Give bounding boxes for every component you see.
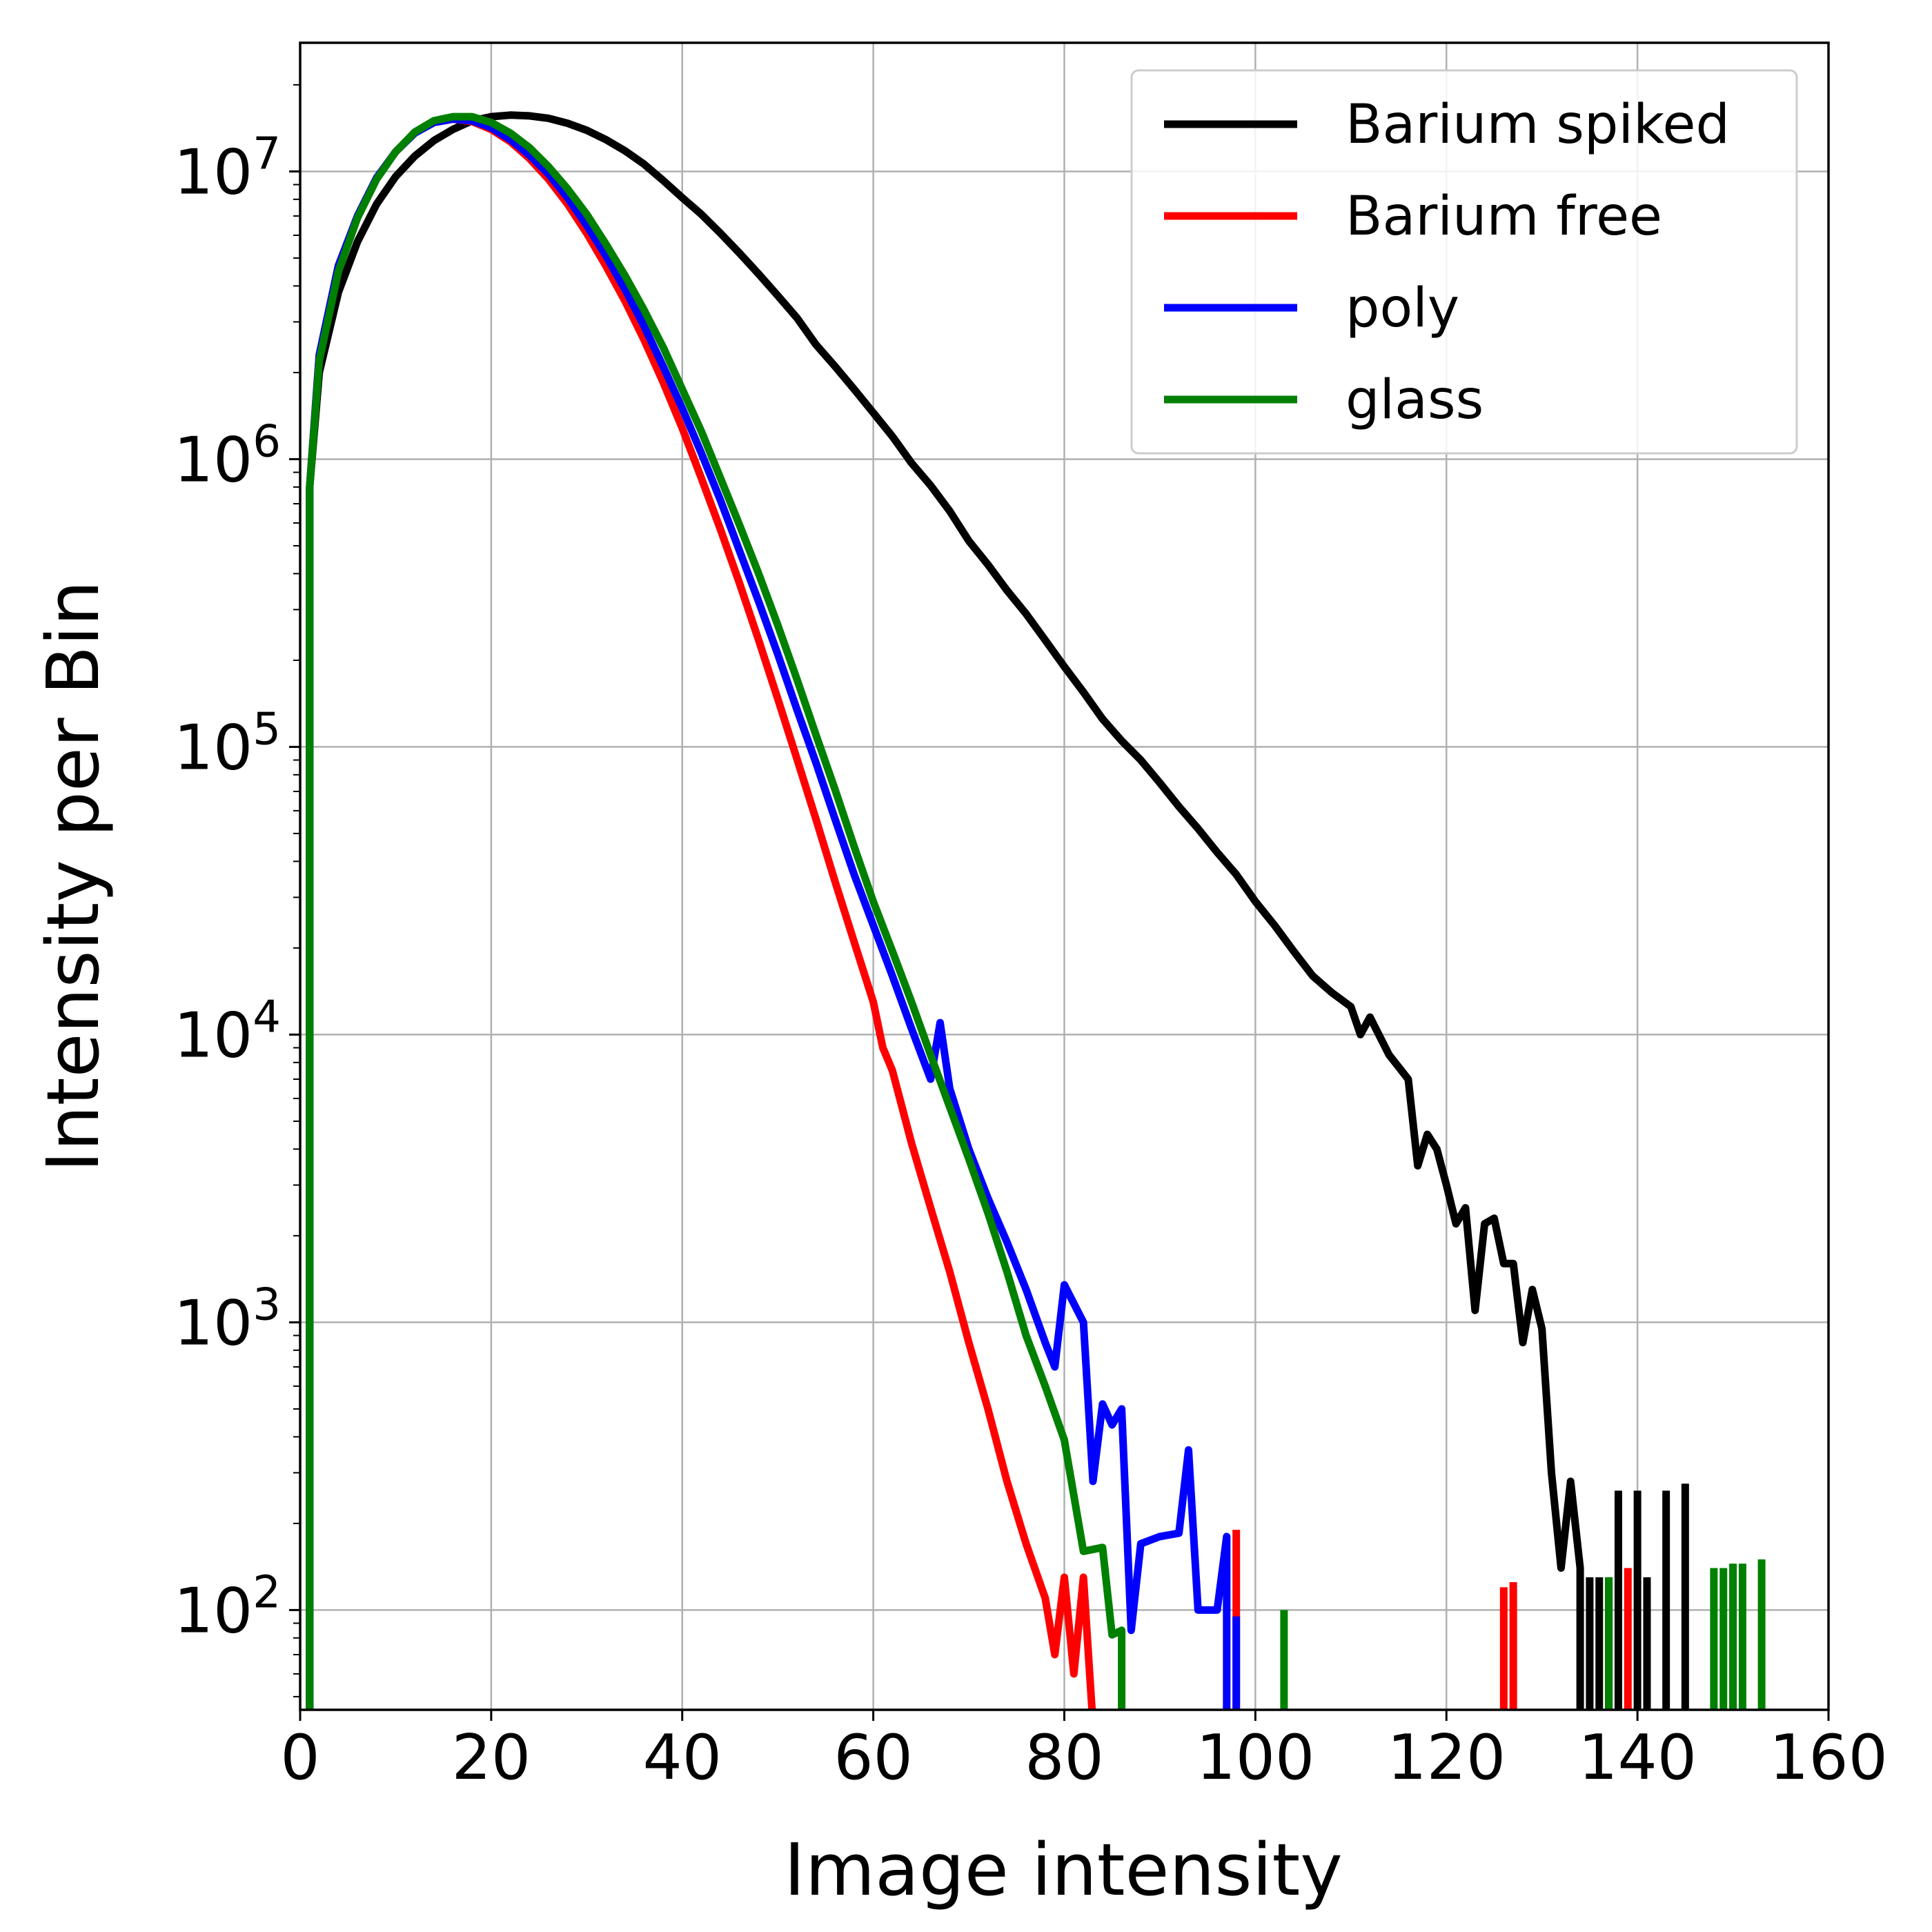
- x-tick-label: 160: [1769, 1722, 1888, 1794]
- legend: Barium spiked Barium free poly glass: [1130, 69, 1798, 455]
- y-tick-label: 107: [174, 128, 281, 208]
- x-tick-label: 100: [1196, 1722, 1314, 1794]
- x-tick-label: 60: [834, 1722, 913, 1794]
- legend-label-glass: glass: [1346, 369, 1483, 431]
- x-tick-label: 140: [1578, 1722, 1697, 1794]
- y-tick-label: 104: [174, 992, 281, 1072]
- y-tick-label: 106: [174, 416, 281, 496]
- y-axis-title: Intensity per Bin: [31, 580, 115, 1172]
- x-axis-title: Image intensity: [784, 1828, 1343, 1912]
- y-tick-label: 105: [174, 704, 281, 784]
- legend-entries: Barium spiked Barium free poly glass: [1164, 94, 1730, 431]
- x-tick-label: 0: [280, 1722, 319, 1794]
- legend-label-barium-spiked: Barium spiked: [1346, 94, 1730, 156]
- x-tick-label: 20: [452, 1722, 531, 1794]
- x-tick-labels: 0 20 40 60 80 100 120 140 160: [280, 1722, 1888, 1794]
- x-tick-label: 120: [1387, 1722, 1506, 1794]
- x-tick-label: 80: [1025, 1722, 1104, 1794]
- y-tick-label: 103: [174, 1279, 281, 1359]
- legend-label-poly: poly: [1346, 277, 1459, 339]
- legend-label-barium-free: Barium free: [1346, 186, 1662, 248]
- major-ticks: [289, 170, 1830, 1721]
- x-tick-label: 40: [642, 1722, 722, 1794]
- series-layer: [306, 111, 1766, 1710]
- y-tick-label: 102: [174, 1567, 281, 1647]
- y-tick-labels: 102 103 104 105 106 107: [174, 128, 281, 1647]
- series-line-glass: [306, 112, 1126, 1710]
- series-line-barium-spiked: [306, 111, 1584, 1710]
- legend-box: [1130, 69, 1798, 455]
